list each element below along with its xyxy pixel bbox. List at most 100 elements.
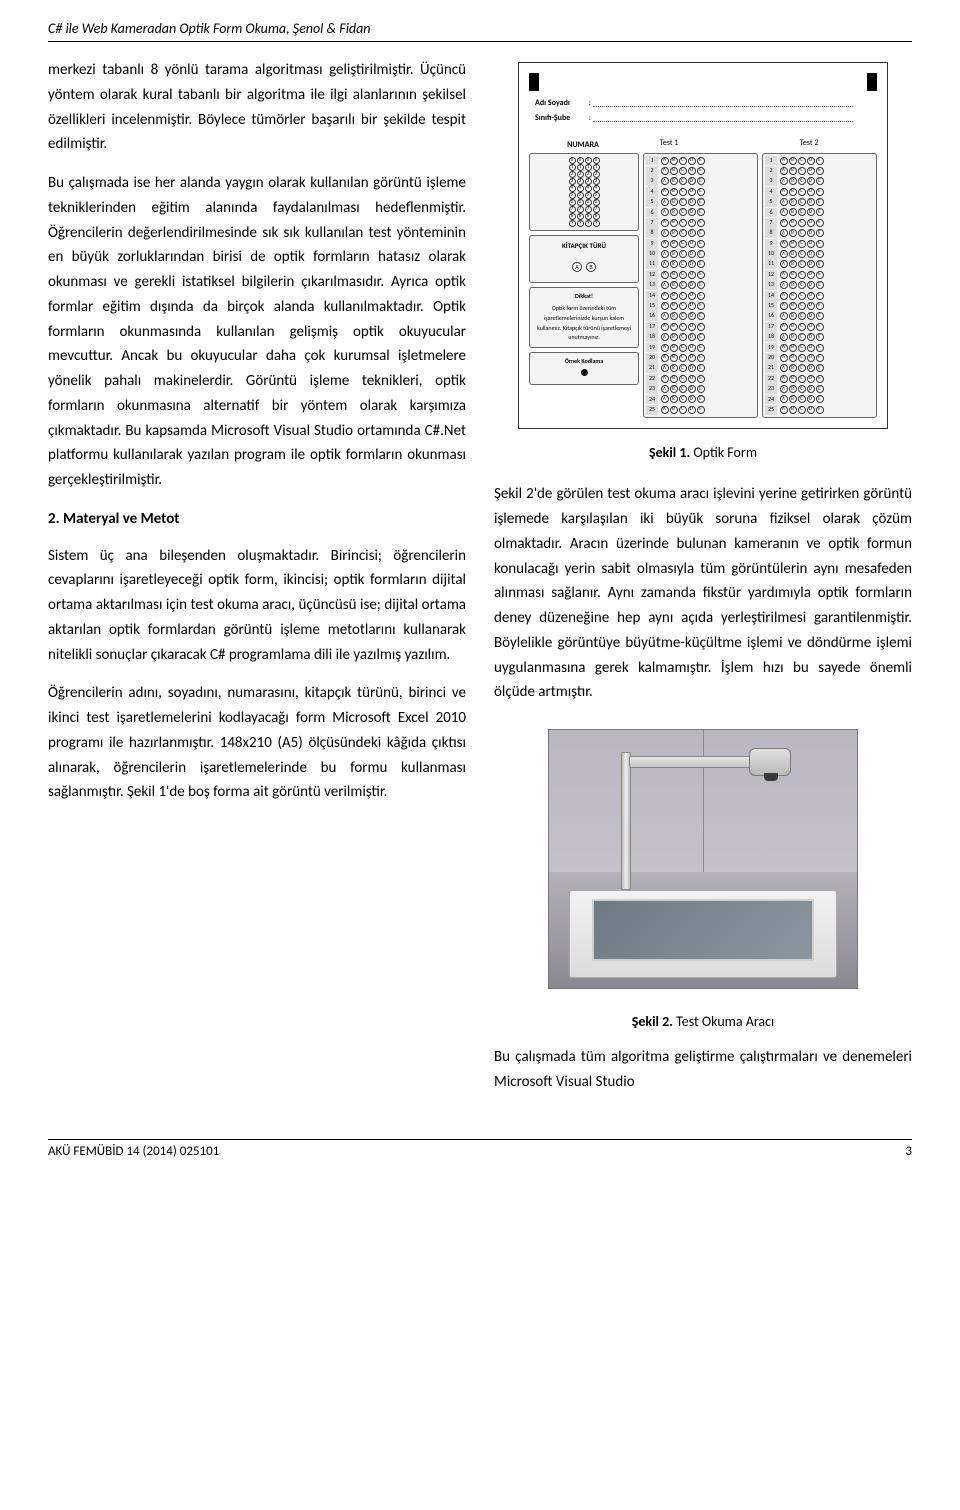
footer-page-number: 3	[905, 1144, 912, 1159]
numara-bubble: 6	[585, 199, 592, 206]
answer-bubble: B	[789, 157, 797, 165]
answer-bubble: D	[688, 260, 696, 268]
question-row: 17ABCDE	[646, 322, 755, 332]
answer-bubble: C	[679, 271, 687, 279]
numara-row: 8888	[533, 213, 635, 220]
answer-bubble: B	[670, 271, 678, 279]
answer-bubble: A	[780, 406, 788, 414]
answer-bubble: A	[780, 208, 788, 216]
answer-bubble: E	[816, 188, 824, 196]
question-row: 15ABCDE	[646, 301, 755, 311]
answer-bubble: A	[780, 198, 788, 206]
question-number: 25	[646, 405, 658, 415]
answer-bubble: D	[807, 354, 815, 362]
answer-bubble: E	[697, 271, 705, 279]
answer-bubble: C	[679, 260, 687, 268]
question-number: 14	[765, 291, 777, 301]
question-row: 2ABCDE	[765, 166, 874, 176]
answer-bubble: C	[679, 323, 687, 331]
answer-bubble: C	[798, 323, 806, 331]
numara-bubble: 4	[569, 185, 576, 192]
answer-bubble: B	[670, 157, 678, 165]
answer-bubble: C	[798, 344, 806, 352]
numara-bubble: 6	[569, 199, 576, 206]
answer-bubble: D	[688, 375, 696, 383]
question-row: 22ABCDE	[646, 374, 755, 384]
answer-bubble: D	[688, 354, 696, 362]
footer: AKÜ FEMÜBİD 14 (2014) 025101 3	[48, 1144, 912, 1159]
numara-row: 3333	[533, 178, 635, 185]
answer-bubble: D	[688, 385, 696, 393]
question-number: 2	[646, 166, 658, 176]
answer-bubble: B	[670, 240, 678, 248]
align-mark-left	[529, 73, 539, 91]
answer-bubble: C	[679, 312, 687, 320]
running-header: C# ile Web Kameradan Optik Form Okuma, Ş…	[48, 20, 912, 37]
question-number: 22	[765, 374, 777, 384]
question-row: 12ABCDE	[646, 270, 755, 280]
answer-bubble: D	[807, 281, 815, 289]
answer-bubble: A	[661, 271, 669, 279]
question-number: 19	[646, 343, 658, 353]
numara-bubble: 6	[577, 199, 584, 206]
answer-bubble: D	[807, 198, 815, 206]
question-number: 16	[765, 311, 777, 321]
question-number: 4	[646, 187, 658, 197]
answer-bubble: B	[670, 323, 678, 331]
numara-bubble: 5	[585, 192, 592, 199]
answer-bubble: A	[661, 312, 669, 320]
form-body: 0000111122223333444455556666777788889999…	[529, 153, 877, 419]
question-row: 11ABCDE	[765, 259, 874, 269]
paragraph: Öğrencilerin adını, soyadını, numarasını…	[48, 681, 466, 805]
answer-bubble: A	[661, 260, 669, 268]
answer-bubble: E	[697, 188, 705, 196]
answer-bubble: E	[816, 157, 824, 165]
answer-bubble: C	[679, 188, 687, 196]
answer-bubble: D	[688, 281, 696, 289]
answer-bubble: D	[688, 229, 696, 237]
device-pole	[621, 752, 631, 890]
answer-bubble: E	[697, 292, 705, 300]
question-row: 13ABCDE	[765, 280, 874, 290]
answer-bubble: D	[688, 219, 696, 227]
answer-bubble: A	[661, 375, 669, 383]
answer-bubble: E	[816, 292, 824, 300]
question-row: 16ABCDE	[646, 311, 755, 321]
answer-bubble: E	[697, 344, 705, 352]
question-number: 5	[646, 197, 658, 207]
answer-bubble: D	[688, 157, 696, 165]
answer-bubble: D	[807, 167, 815, 175]
numara-bubble: 5	[593, 192, 600, 199]
numara-bubble: 4	[577, 185, 584, 192]
answer-bubble: E	[697, 354, 705, 362]
numara-bubble: 7	[593, 206, 600, 213]
question-row: 2ABCDE	[646, 166, 755, 176]
answer-bubble: B	[670, 344, 678, 352]
question-number: 5	[765, 197, 777, 207]
figure-1-label: Şekil 1.	[649, 444, 690, 461]
answer-bubble: B	[670, 292, 678, 300]
answer-bubble: B	[789, 364, 797, 372]
answer-bubble: B	[789, 312, 797, 320]
numara-bubble: 9	[569, 220, 576, 227]
answer-bubble: E	[697, 208, 705, 216]
question-row: 20ABCDE	[765, 353, 874, 363]
answer-bubble: C	[798, 364, 806, 372]
answer-bubble: A	[780, 344, 788, 352]
section-title: 2. Materyal ve Metot	[48, 507, 466, 532]
answer-bubble: C	[798, 375, 806, 383]
align-mark-right	[867, 73, 877, 91]
question-number: 24	[646, 395, 658, 405]
answer-bubble: D	[807, 364, 815, 372]
answer-bubble: A	[661, 333, 669, 341]
answer-bubble: D	[688, 250, 696, 258]
answer-bubble: A	[661, 323, 669, 331]
answer-bubble: A	[661, 344, 669, 352]
answer-bubble: C	[798, 198, 806, 206]
numara-bubble: 8	[593, 213, 600, 220]
answer-bubble: B	[670, 281, 678, 289]
answer-bubble: A	[780, 157, 788, 165]
answer-bubble: A	[780, 292, 788, 300]
answer-bubble: A	[661, 157, 669, 165]
answer-bubble: B	[789, 344, 797, 352]
